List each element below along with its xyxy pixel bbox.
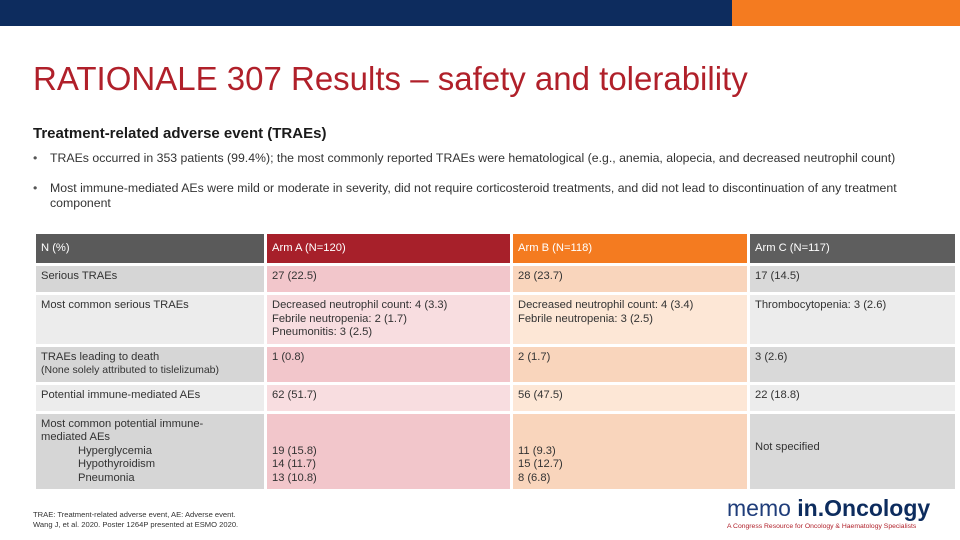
cell-line: 11 (9.3) xyxy=(518,444,556,457)
cell-arm-b: Decreased neutrophil count: 4 (3.4) Febr… xyxy=(513,295,747,344)
table-row: TRAEs leading to death (None solely attr… xyxy=(36,346,955,382)
row-label: Serious TRAEs xyxy=(36,266,264,292)
cell-line: 14 (11.7) xyxy=(272,458,316,470)
cell-arm-b: 2 (1.7) xyxy=(513,346,747,382)
row-sub-item: Hyperglycemia xyxy=(78,444,152,457)
row-sub-item: Hypothyroidism xyxy=(78,458,156,470)
table-row: Potential immune-mediated AEs 62 (51.7) … xyxy=(36,384,955,411)
logo-word-inoncology: in.Oncology xyxy=(797,495,931,521)
footnote-abbreviations: TRAE: Treatment-related adverse event, A… xyxy=(33,510,236,519)
table-row: Most common potential immune-mediated AE… xyxy=(36,413,955,489)
cell-line: 15 (12.7) xyxy=(518,458,563,470)
cell-line: 13 (10.8) xyxy=(272,471,317,484)
cell-line: Febrile neutropenia: 3 (2.5) xyxy=(518,312,653,325)
bullet-text: TRAEs occurred in 353 patients (99.4%); … xyxy=(50,151,896,165)
logo-wordmark: memo in.Oncology xyxy=(727,496,930,521)
cell-arm-a: 1 (0.8) xyxy=(267,346,510,382)
cell-arm-a: 27 (22.5) xyxy=(267,266,510,292)
row-label: Potential immune-mediated AEs xyxy=(36,384,264,411)
top-bar-orange xyxy=(732,0,960,26)
bullet-item: • TRAEs occurred in 353 patients (99.4%)… xyxy=(33,151,923,166)
top-bar-navy xyxy=(0,0,732,26)
footnote-reference: Wang J, et al. 2020. Poster 1264P presen… xyxy=(33,519,239,529)
slide-subtitle: Treatment-related adverse event (TRAEs) xyxy=(33,125,327,142)
cell-arm-c: 22 (18.8) xyxy=(750,384,955,411)
cell-arm-b: 28 (23.7) xyxy=(513,266,747,292)
cell-arm-b: 56 (47.5) xyxy=(513,384,747,411)
bullet-list: • TRAEs occurred in 353 patients (99.4%)… xyxy=(33,151,923,226)
header-arm-a: Arm A (N=120) xyxy=(267,234,510,263)
table-row: Most common serious TRAEs Decreased neut… xyxy=(36,295,955,344)
table-header-row: N (%) Arm A (N=120) Arm B (N=118) Arm C … xyxy=(36,234,955,263)
cell-arm-c: 3 (2.6) xyxy=(750,346,955,382)
cell-line: Pneumonitis: 3 (2.5) xyxy=(272,326,373,338)
header-arm-c: Arm C (N=117) xyxy=(750,234,955,263)
cell-arm-c: Not specified xyxy=(750,413,955,489)
row-label: Most common serious TRAEs xyxy=(36,295,264,344)
memo-inoncology-logo: memo in.Oncology A Congress Resource for… xyxy=(727,496,930,531)
cell-line: Decreased neutrophil count: 4 (3.3) xyxy=(272,299,448,311)
bullet-text: Most immune-mediated AEs were mild or mo… xyxy=(50,181,897,210)
header-n: N (%) xyxy=(36,234,264,263)
cell-line: 19 (15.8) xyxy=(272,444,317,457)
cell-arm-a: Decreased neutrophil count: 4 (3.3) Febr… xyxy=(267,295,510,344)
row-label: TRAEs leading to death (None solely attr… xyxy=(36,346,264,382)
row-label: Most common potential immune-mediated AE… xyxy=(36,413,264,489)
cell-arm-c: 17 (14.5) xyxy=(750,266,955,292)
cell-arm-c: Thrombocytopenia: 3 (2.6) xyxy=(750,295,955,344)
logo-tagline: A Congress Resource for Oncology & Haema… xyxy=(727,523,917,530)
row-label-note: (None solely attributed to tislelizumab) xyxy=(41,364,219,376)
row-label-main: TRAEs leading to death xyxy=(41,350,160,363)
safety-table: N (%) Arm A (N=120) Arm B (N=118) Arm C … xyxy=(33,231,958,492)
cell-line: 8 (6.8) xyxy=(518,471,551,484)
cell-arm-a: 62 (51.7) xyxy=(267,384,510,411)
bullet-glyph: • xyxy=(33,181,38,195)
cell-line: Decreased neutrophil count: 4 (3.4) xyxy=(518,299,694,311)
cell-line: Not specified xyxy=(755,440,820,453)
cell-arm-a: 19 (15.8) 14 (11.7) 13 (10.8) xyxy=(267,413,510,489)
bullet-glyph: • xyxy=(33,151,38,165)
cell-line: Febrile neutropenia: 2 (1.7) xyxy=(272,312,407,325)
slide-title: RATIONALE 307 Results – safety and toler… xyxy=(33,60,748,97)
footnote: TRAE: Treatment-related adverse event, A… xyxy=(33,510,238,529)
header-arm-b: Arm B (N=118) xyxy=(513,234,747,263)
cell-arm-b: 11 (9.3) 15 (12.7) 8 (6.8) xyxy=(513,413,747,489)
table-row: Serious TRAEs 27 (22.5) 28 (23.7) 17 (14… xyxy=(36,266,955,292)
row-sub-item: Pneumonia xyxy=(78,471,135,484)
logo-word-memo: memo xyxy=(727,495,791,521)
bullet-item: • Most immune-mediated AEs were mild or … xyxy=(33,181,923,211)
row-label-main: Most common potential immune-mediated AE… xyxy=(41,417,204,444)
